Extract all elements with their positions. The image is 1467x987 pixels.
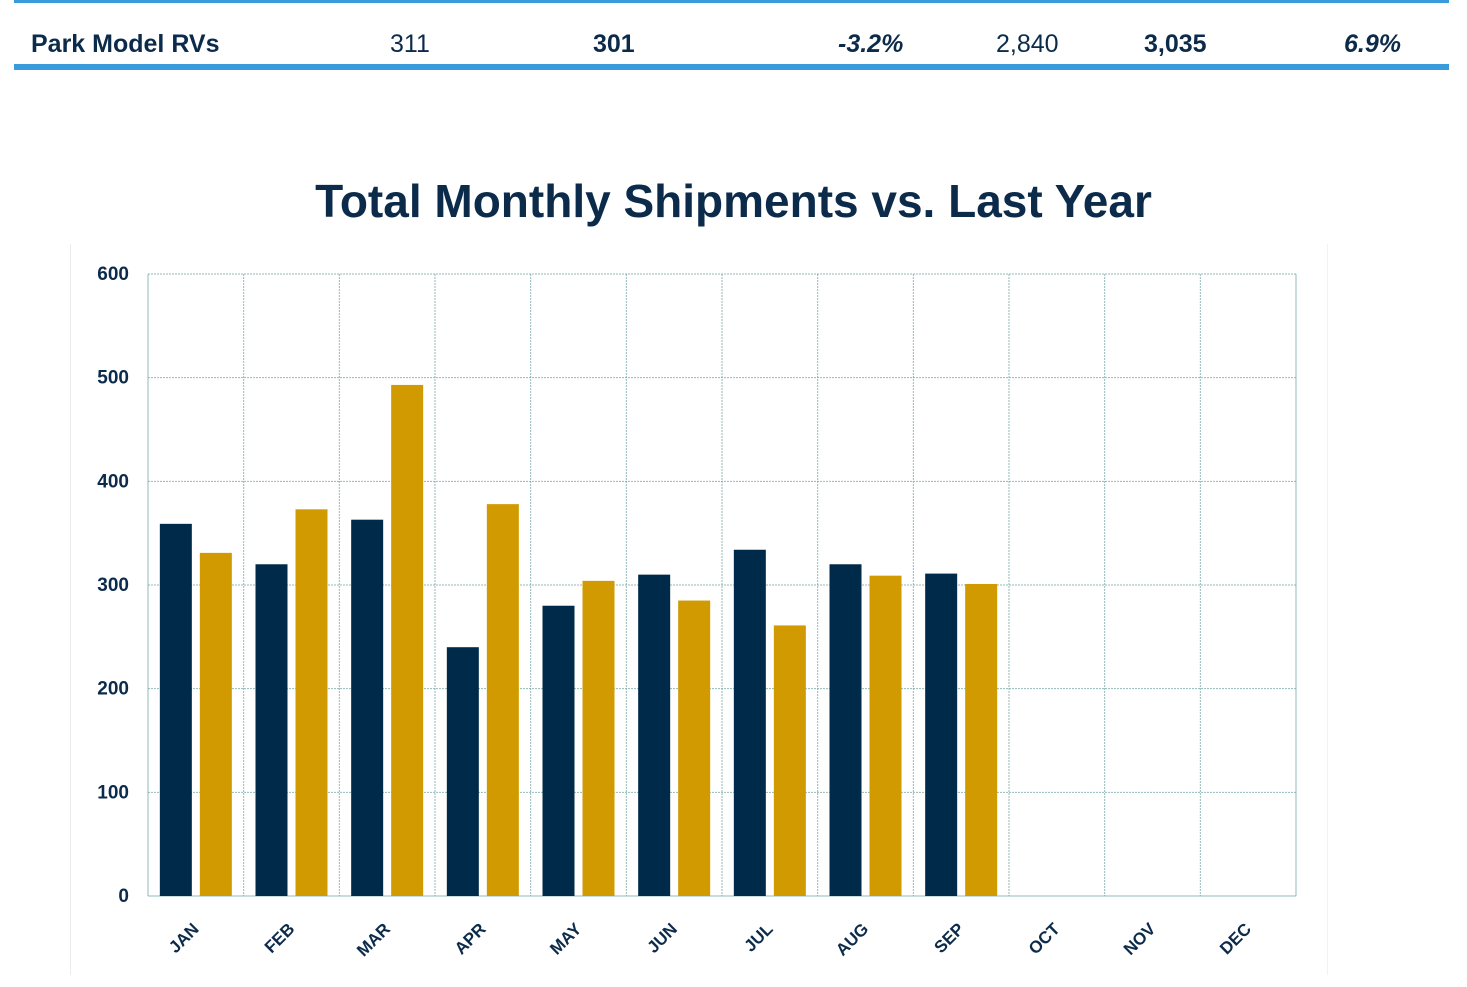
x-tick-label: NOV <box>1120 919 1160 959</box>
bar-current-year-jul <box>773 625 806 896</box>
current-month-value: 301 <box>593 30 635 58</box>
y-tick-label: 300 <box>97 575 129 596</box>
month-change-value: -3.2% <box>838 30 904 58</box>
ytd-prev-value: 2,840 <box>996 30 1059 58</box>
bar-current-year-jun <box>678 600 711 896</box>
x-tick-label: APR <box>451 919 490 958</box>
bar-current-year-sep <box>965 583 998 896</box>
bar-current-year-may <box>582 580 615 896</box>
x-tick-label: MAY <box>546 919 586 959</box>
bar-current-year-feb <box>295 509 328 896</box>
y-tick-label: 400 <box>97 471 129 492</box>
chart-frame <box>70 244 1328 975</box>
bar-prev-year-feb <box>255 564 288 896</box>
table-top-rule <box>14 0 1449 3</box>
x-tick-label: FEB <box>261 919 298 956</box>
y-tick-label: 100 <box>97 782 129 803</box>
y-tick-label: 600 <box>97 264 129 285</box>
chart-title: Total Monthly Shipments vs. Last Year <box>315 175 1152 227</box>
ytd-current-value: 3,035 <box>1144 30 1207 58</box>
x-tick-label: SEP <box>930 919 967 956</box>
x-tick-label: JUN <box>644 919 681 956</box>
bar-prev-year-aug <box>829 564 862 896</box>
x-tick-label: JAN <box>165 919 202 956</box>
row-label: Park Model RVs <box>31 30 220 58</box>
bar-current-year-mar <box>391 384 424 896</box>
y-tick-label: 200 <box>97 679 129 700</box>
x-tick-label: JUL <box>741 919 777 955</box>
x-tick-label: OCT <box>1025 919 1064 958</box>
bar-prev-year-may <box>542 605 575 896</box>
table-bottom-rule <box>14 64 1449 70</box>
bar-current-year-apr <box>486 504 519 896</box>
ytd-change-value: 6.9% <box>1344 30 1401 58</box>
x-tick-label: MAR <box>353 919 394 960</box>
y-tick-label: 500 <box>97 368 129 389</box>
x-tick-label: DEC <box>1216 919 1255 958</box>
prev-month-value: 311 <box>390 30 430 58</box>
y-tick-label: 0 <box>118 886 129 907</box>
bar-prev-year-jun <box>638 574 671 896</box>
bar-prev-year-sep <box>925 573 958 896</box>
bar-prev-year-jan <box>159 523 192 896</box>
bar-prev-year-apr <box>446 647 479 896</box>
bar-prev-year-jul <box>733 549 766 896</box>
bar-current-year-jan <box>199 552 232 896</box>
x-tick-label: AUG <box>832 919 872 959</box>
bar-prev-year-mar <box>351 519 384 896</box>
bar-current-year-aug <box>869 575 902 896</box>
